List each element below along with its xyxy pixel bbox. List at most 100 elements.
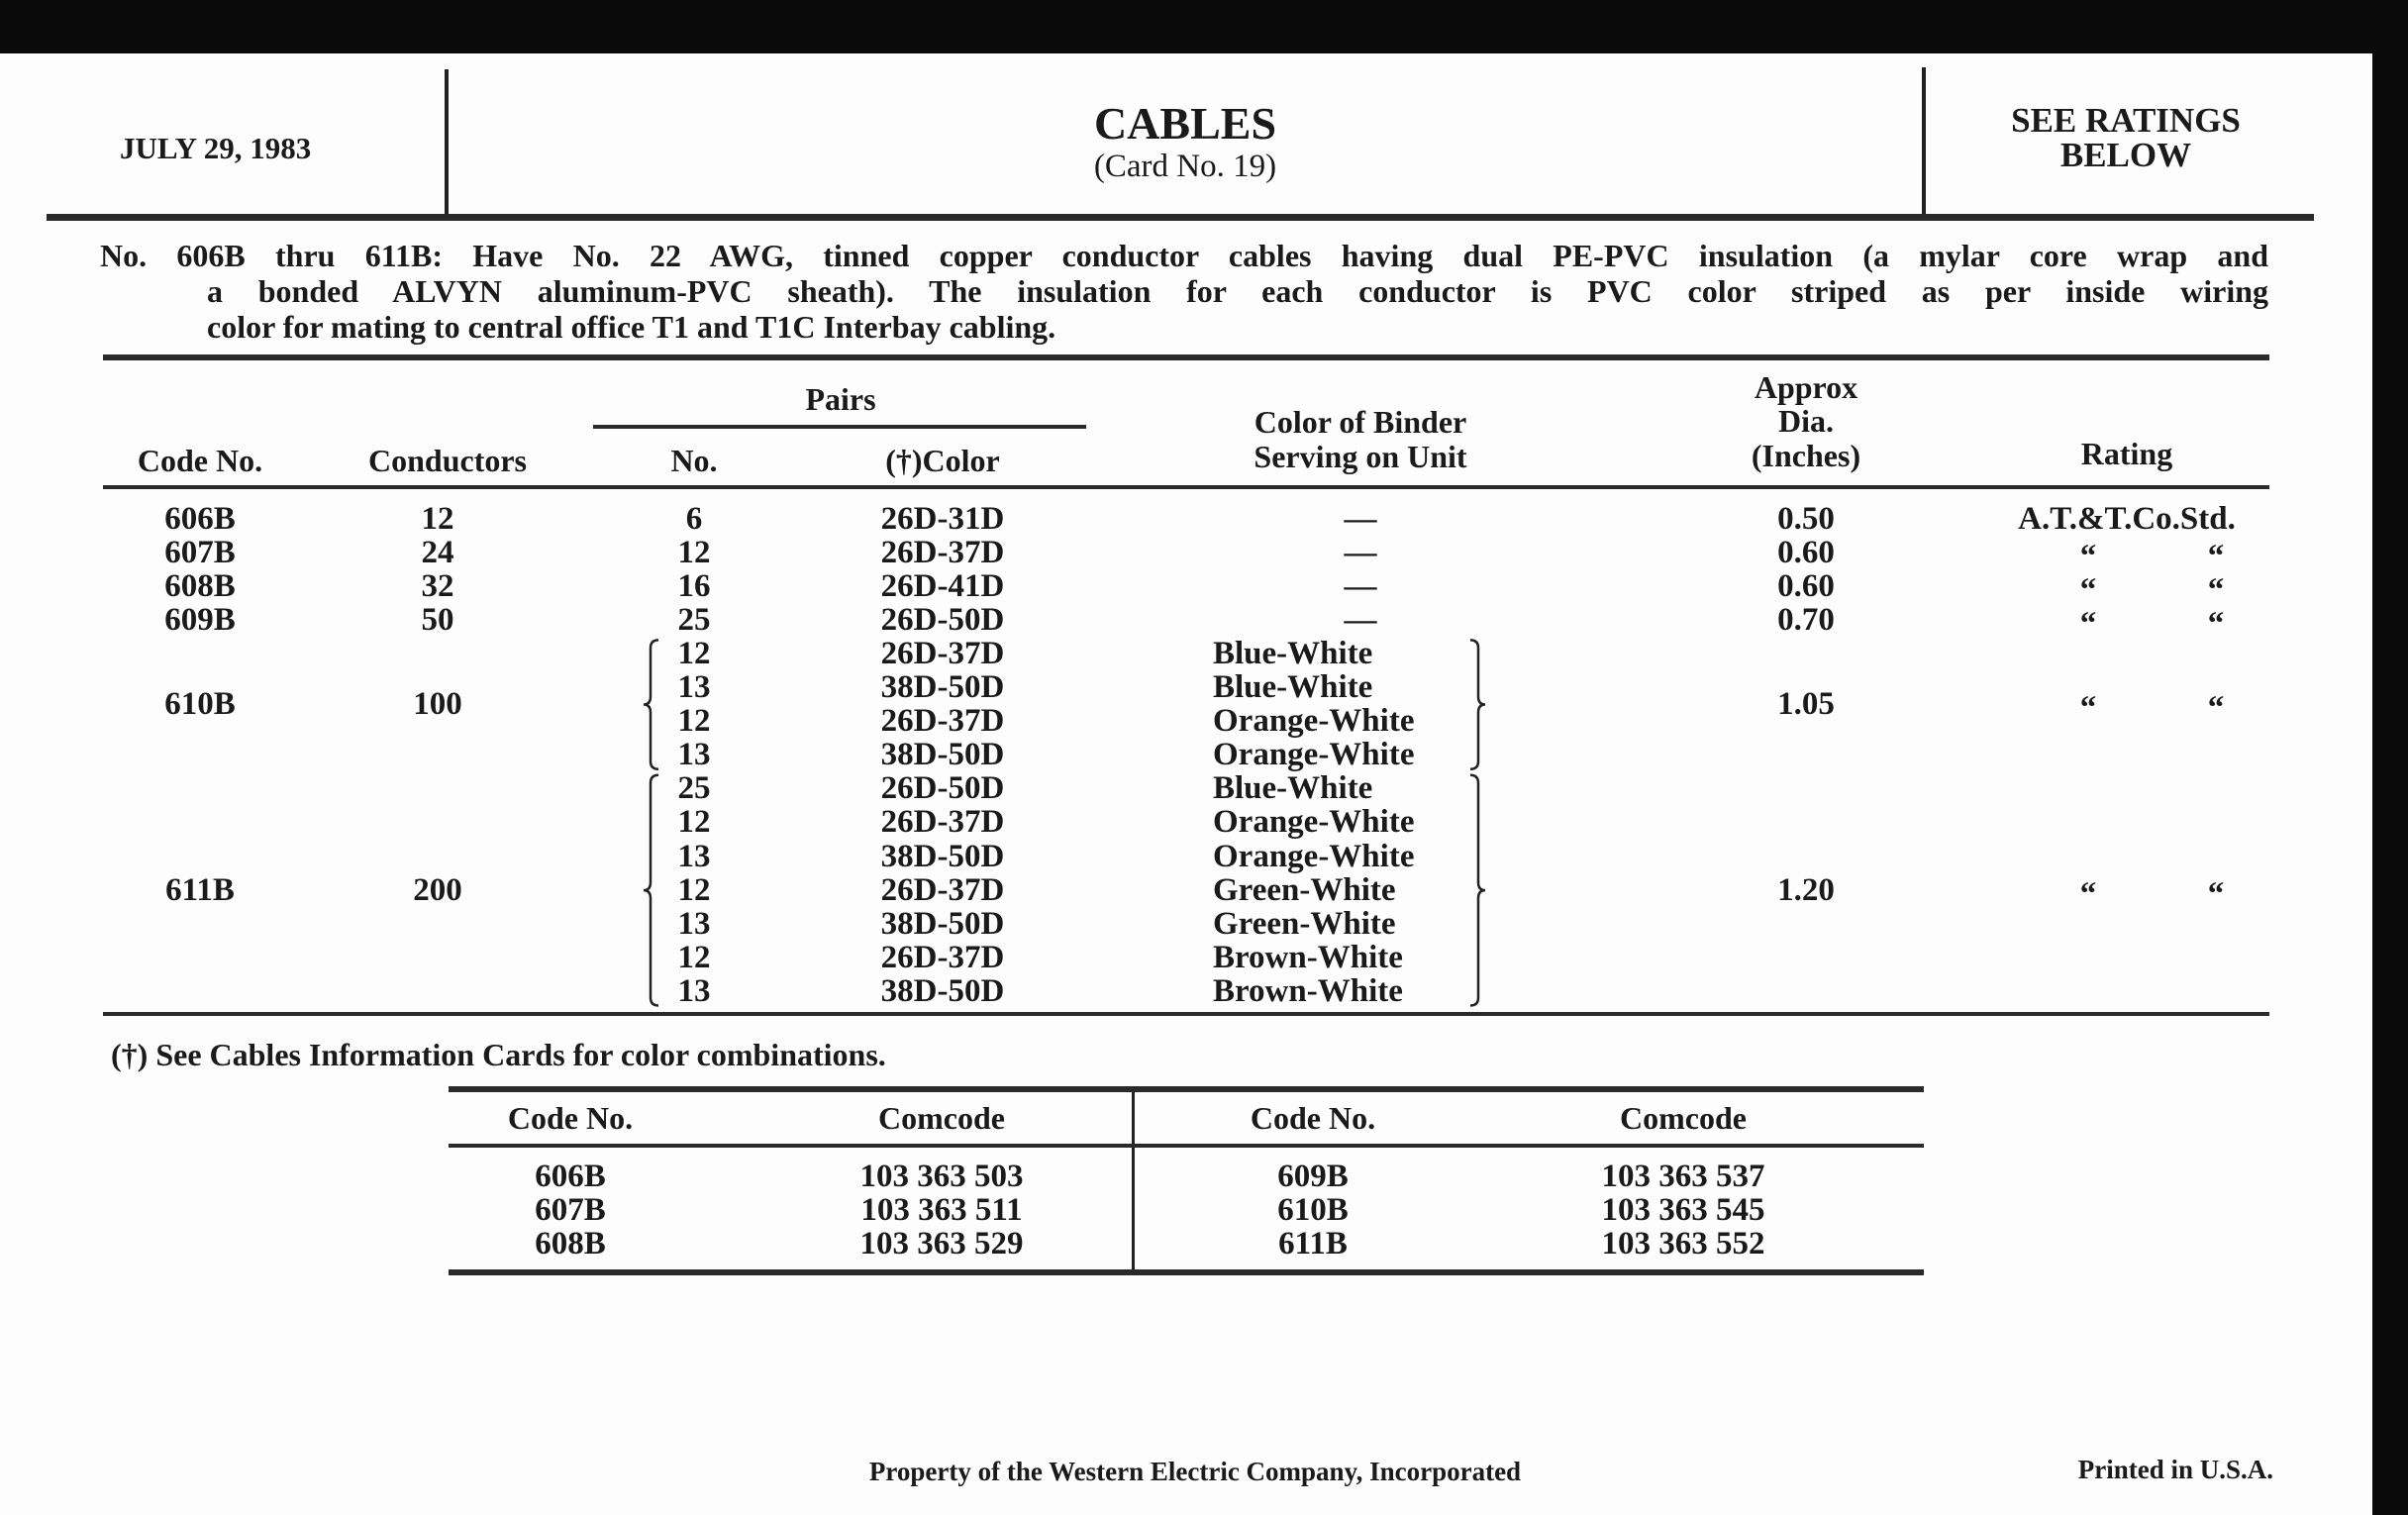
header-pairs-no: No.	[670, 443, 718, 478]
table-bottom-rule	[103, 1012, 2269, 1016]
binder-color-cell: Brown-White	[1213, 972, 1403, 1009]
footer-printed: Printed in U.S.A.	[2077, 1455, 2273, 1484]
pairs-no-cell: 13	[677, 905, 711, 942]
pairs-no-cell: 12	[677, 871, 711, 908]
pairs-no-cell: 25	[677, 770, 711, 807]
binder-color-cell: Blue-White	[1213, 770, 1373, 807]
comcode-header-comcode-left: Comcode	[878, 1100, 1005, 1136]
comcode-code-no-cell: 608B	[535, 1225, 606, 1262]
header-code-no: Code No.	[137, 443, 263, 478]
comcode-divider	[1132, 1092, 1135, 1273]
pairs-color-cell: 26D-37D	[880, 939, 1005, 975]
binder-color-cell: Orange-White	[1213, 737, 1415, 773]
pairs-no-cell: 13	[677, 737, 711, 773]
header-binder-1: Color of Binder	[1254, 404, 1467, 440]
rating-ditto-mark: “	[2207, 875, 2225, 912]
comcode-value-cell: 103 363 511	[860, 1191, 1023, 1228]
comcode-code-no-cell: 609B	[1277, 1158, 1349, 1194]
pairs-no-cell: 12	[677, 703, 711, 740]
pairs-no-cell: 12	[677, 635, 711, 671]
conductors-cell: 100	[413, 686, 462, 723]
header-dia-3: (Inches)	[1751, 438, 1861, 473]
footer-property: Property of the Western Electric Company…	[868, 1457, 1522, 1486]
pairs-color-cell: 26D-37D	[880, 534, 1005, 570]
card-number: (Card No. 19)	[1093, 149, 1277, 184]
header-dia-2: Dia.	[1778, 403, 1834, 439]
diameter-cell: 0.50	[1777, 500, 1835, 537]
pairs-no-cell: 13	[677, 972, 711, 1009]
binder-color-cell: Orange-White	[1213, 838, 1415, 874]
header-pairs: Pairs	[805, 381, 876, 417]
pairs-color-cell: 26D-41D	[880, 567, 1005, 604]
right-brace-icon	[1469, 773, 1486, 1007]
pairs-color-cell: 38D-50D	[880, 972, 1005, 1009]
comcode-top-rule	[449, 1086, 1924, 1092]
page-title: CABLES	[1093, 98, 1277, 149]
header-bottom-rule	[103, 485, 2269, 489]
rating-ditto-mark: “	[2079, 538, 2097, 574]
binder-color-cell: Orange-White	[1213, 703, 1415, 740]
pairs-color-cell: 26D-31D	[880, 500, 1005, 537]
pairs-underline	[593, 425, 1086, 429]
description-line: No. 606B thru 611B: Have No. 22 AWG, tin…	[100, 238, 2268, 273]
card-date: JULY 29, 1983	[120, 131, 312, 165]
pairs-no-cell: 12	[677, 939, 711, 975]
pairs-no-cell: 13	[677, 669, 711, 705]
rating-ditto-mark: “	[2207, 690, 2225, 727]
header-dia-1: Approx	[1754, 369, 1858, 405]
comcode-code-no-cell: 607B	[535, 1191, 606, 1228]
conductors-cell: 12	[421, 500, 454, 537]
pairs-color-cell: 38D-50D	[880, 737, 1005, 773]
conductors-cell: 200	[413, 871, 462, 908]
code-no-cell: 609B	[164, 601, 236, 638]
rating-ditto-mark: “	[2079, 690, 2097, 727]
comcode-code-no-cell: 610B	[1277, 1191, 1349, 1228]
pairs-color-cell: 26D-37D	[880, 871, 1005, 908]
rating-ditto-mark: “	[2207, 571, 2225, 608]
header-rating: Rating	[2080, 436, 2173, 471]
binder-color-cell: Blue-White	[1213, 669, 1373, 705]
comcode-value-cell: 103 363 545	[1601, 1191, 1765, 1228]
binder-color-cell: —	[1344, 534, 1377, 570]
description-line: color for mating to central office T1 an…	[207, 309, 1056, 345]
rating-ditto-mark: “	[2207, 605, 2225, 642]
comcode-header-comcode-right: Comcode	[1620, 1100, 1747, 1136]
comcode-bottom-rule	[449, 1269, 1924, 1275]
right-brace-icon	[1469, 639, 1486, 770]
diameter-cell: 1.20	[1777, 871, 1835, 908]
binder-color-cell: Blue-White	[1213, 635, 1373, 671]
pairs-color-cell: 38D-50D	[880, 905, 1005, 942]
pairs-no-cell: 12	[677, 534, 711, 570]
left-brace-icon	[643, 639, 659, 770]
rating-note-line2: BELOW	[2059, 136, 2192, 174]
code-no-cell: 606B	[164, 500, 236, 537]
binder-color-cell: Green-White	[1213, 905, 1396, 942]
header-divider-left	[445, 69, 449, 216]
pairs-no-cell: 6	[685, 500, 703, 537]
comcode-code-no-cell: 606B	[535, 1158, 606, 1194]
comcode-code-no-cell: 611B	[1278, 1225, 1348, 1262]
comcode-value-cell: 103 363 537	[1601, 1158, 1765, 1194]
conductors-cell: 24	[421, 534, 454, 570]
rating-ditto-mark: “	[2079, 875, 2097, 912]
binder-color-cell: Orange-White	[1213, 804, 1415, 841]
binder-color-cell: Brown-White	[1213, 939, 1403, 975]
pairs-color-cell: 38D-50D	[880, 838, 1005, 874]
pairs-no-cell: 13	[677, 838, 711, 874]
comcode-header-rule	[449, 1144, 1924, 1148]
pairs-no-cell: 25	[677, 601, 711, 638]
header-pairs-color: (†)Color	[885, 443, 1000, 478]
footnote: (†) See Cables Information Cards for col…	[111, 1037, 886, 1072]
header-conductors: Conductors	[367, 443, 528, 478]
header-binder-2: Serving on Unit	[1254, 439, 1467, 474]
diameter-cell: 0.70	[1777, 601, 1835, 638]
code-no-cell: 611B	[165, 871, 235, 908]
left-brace-icon	[643, 773, 659, 1007]
pairs-color-cell: 26D-50D	[880, 601, 1005, 638]
comcode-value-cell: 103 363 503	[859, 1158, 1024, 1194]
description-line: a bonded ALVYN aluminum-PVC sheath). The…	[207, 273, 2268, 309]
binder-color-cell: Green-White	[1213, 871, 1396, 908]
binder-color-cell: —	[1344, 567, 1377, 604]
rating-note-line1: SEE RATINGS	[2011, 101, 2241, 140]
